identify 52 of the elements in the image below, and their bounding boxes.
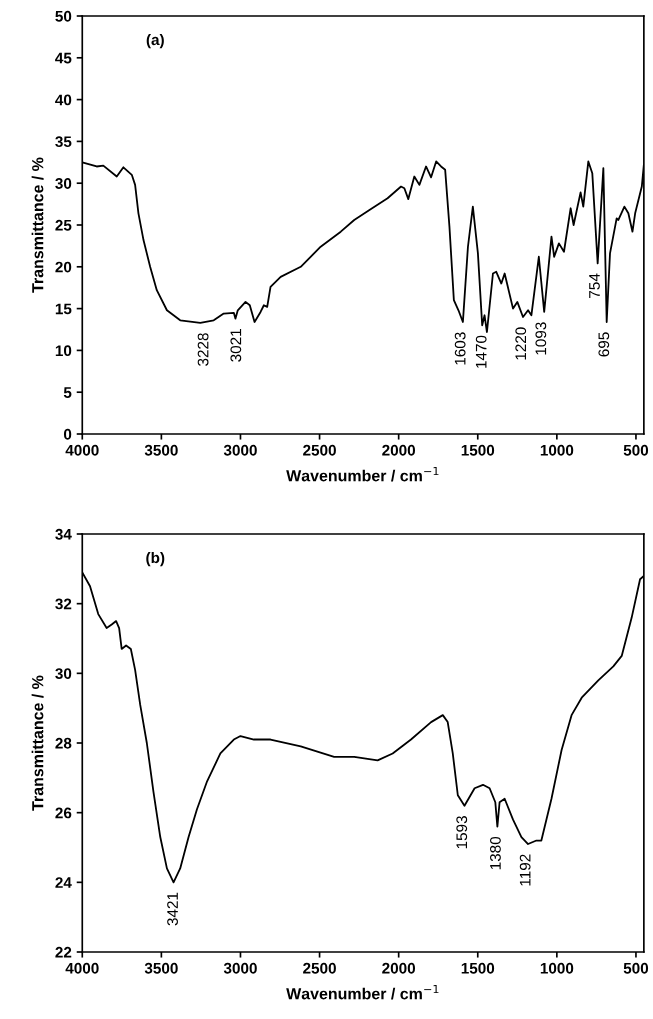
annotation: 695 [598, 332, 610, 357]
annotation: 3021 [230, 329, 242, 362]
x-tick-label: 1500 [461, 444, 495, 456]
annotation: 1603 [454, 332, 466, 365]
annotation: 3421 [167, 892, 178, 926]
y-tick-label: 40 [55, 94, 72, 106]
x-tick-label: 1000 [540, 962, 574, 974]
annotation: 1380 [490, 836, 501, 870]
annotation: 1192 [519, 854, 531, 886]
y-tick-label: 15 [55, 303, 72, 315]
annotation: 3228 [197, 333, 209, 366]
x-tick-label: 4000 [65, 962, 99, 974]
x-tick-label: 2500 [303, 962, 336, 974]
y-tick-label: 22 [55, 946, 72, 958]
x-tick-label: 3000 [223, 962, 257, 974]
y-axis-title: Transmittance / % [31, 157, 44, 293]
x-tick-label: 2000 [382, 444, 416, 456]
y-tick-label: 0 [63, 428, 72, 440]
y-tick-label: 35 [55, 136, 72, 148]
annotation: (b) [146, 551, 165, 567]
x-tick-label: 500 [623, 962, 649, 974]
annotation: 1593 [456, 816, 468, 849]
x-tick-label: 2500 [303, 444, 336, 456]
y-tick-label: 28 [55, 737, 72, 749]
y-tick-label: 30 [55, 668, 72, 680]
y-tick-label: 34 [55, 528, 72, 540]
y-tick-label: 24 [55, 877, 72, 888]
y-tick-label: 25 [55, 219, 72, 231]
y-tick-label: 20 [55, 261, 72, 273]
x-tick-label: 500 [623, 444, 649, 456]
x-tick-label: 3500 [144, 962, 178, 974]
y-tick-label: 10 [55, 345, 72, 357]
annotation: 1220 [515, 327, 527, 360]
annotation: 754 [589, 273, 600, 298]
y-axis-title: Transmittance / % [31, 675, 44, 811]
x-tick-label: 2000 [382, 962, 416, 974]
x-tick-label: 1500 [461, 962, 495, 974]
annotation: 1093 [535, 322, 547, 355]
annotation: 1470 [475, 335, 487, 368]
y-tick-label: 50 [55, 10, 72, 22]
x-tick-label: 1000 [540, 444, 574, 456]
x-tick-label: 4000 [65, 444, 99, 456]
y-tick-label: 45 [55, 52, 72, 64]
y-tick-label: 30 [55, 178, 72, 189]
x-axis-title: Wavenumber / cm$^{−1}$ [286, 984, 439, 1000]
annotation: (a) [146, 33, 164, 49]
y-tick-label: 5 [63, 387, 72, 398]
x-axis-title: Wavenumber / cm$^{−1}$ [286, 466, 439, 482]
x-tick-label: 3500 [144, 444, 178, 456]
y-tick-label: 32 [55, 598, 72, 610]
x-tick-label: 3000 [223, 444, 257, 456]
y-tick-label: 26 [55, 807, 72, 819]
